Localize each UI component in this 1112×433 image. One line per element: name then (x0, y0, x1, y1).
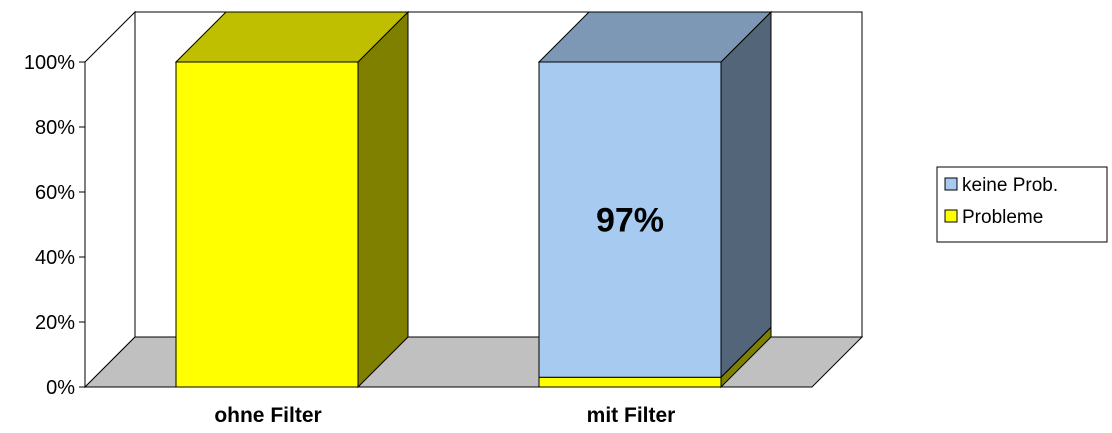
bar-front (538, 61, 722, 378)
bar-segment (174, 10, 410, 389)
data-labels: 97% (596, 202, 664, 240)
legend-label: Probleme (962, 207, 1043, 228)
bar-top (174, 11, 410, 63)
y-tick-label: 100% (24, 52, 75, 74)
y-tick-label: 40% (35, 247, 75, 269)
legend: keine Prob. Probleme (936, 166, 1108, 243)
y-tick-label: 60% (35, 182, 75, 204)
bar-front (175, 61, 359, 388)
legend-swatch (944, 209, 958, 223)
bar-side (357, 10, 409, 389)
legend-label: keine Prob. (962, 175, 1058, 196)
bar-segment (537, 10, 773, 379)
y-axis: 0% 20% 40% 60% 80% 100% (24, 52, 812, 399)
y-tick-label: 20% (35, 312, 75, 334)
chart-bars (174, 10, 773, 389)
bar-front (538, 376, 722, 388)
y-tick-label: 0% (46, 377, 75, 399)
bar-top (537, 11, 773, 63)
side-wall (84, 10, 136, 389)
x-tick-label: mit Filter (587, 404, 676, 427)
x-axis: ohne Filter mit Filter (214, 404, 675, 427)
bar-side (720, 10, 772, 379)
data-label: 97% (596, 202, 664, 240)
legend-box (936, 166, 1108, 243)
y-tick-label: 80% (35, 117, 75, 139)
x-tick-label: ohne Filter (214, 404, 321, 427)
legend-swatch (944, 177, 958, 191)
